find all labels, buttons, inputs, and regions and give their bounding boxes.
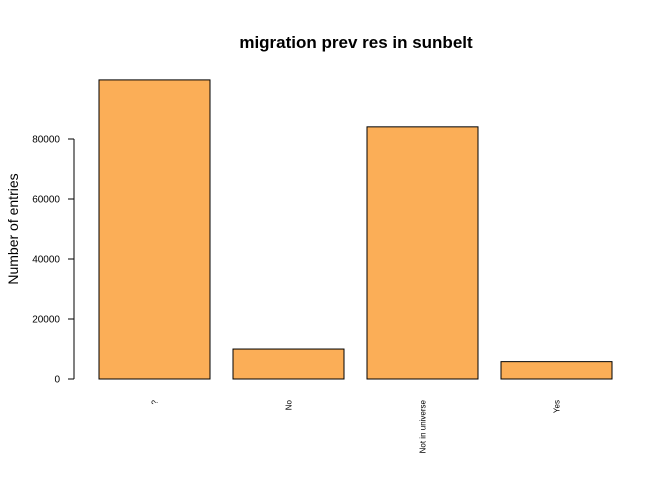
bar (98, 79, 211, 380)
x-tick-label: Not in universe (419, 399, 428, 453)
y-tick-label: 60000 (32, 195, 60, 206)
bar (366, 126, 479, 380)
x-tick-label: ? (151, 399, 160, 404)
x-tick-label: Yes (553, 400, 562, 413)
chart-title: migration prev res in sunbelt (239, 33, 473, 52)
x-tick-labels: ? No Not in universe Yes (151, 399, 562, 453)
y-tick-label: 20000 (32, 315, 60, 326)
x-tick-label: No (285, 399, 294, 410)
bars (98, 79, 613, 380)
y-axis: 0 20000 40000 60000 80000 (32, 135, 75, 386)
bar (500, 361, 613, 380)
bar (232, 348, 345, 380)
y-tick-label: 40000 (32, 255, 60, 266)
y-tick-label: 80000 (32, 135, 60, 146)
y-axis-label: Number of entries (5, 173, 21, 284)
y-tick-label: 0 (54, 375, 60, 386)
